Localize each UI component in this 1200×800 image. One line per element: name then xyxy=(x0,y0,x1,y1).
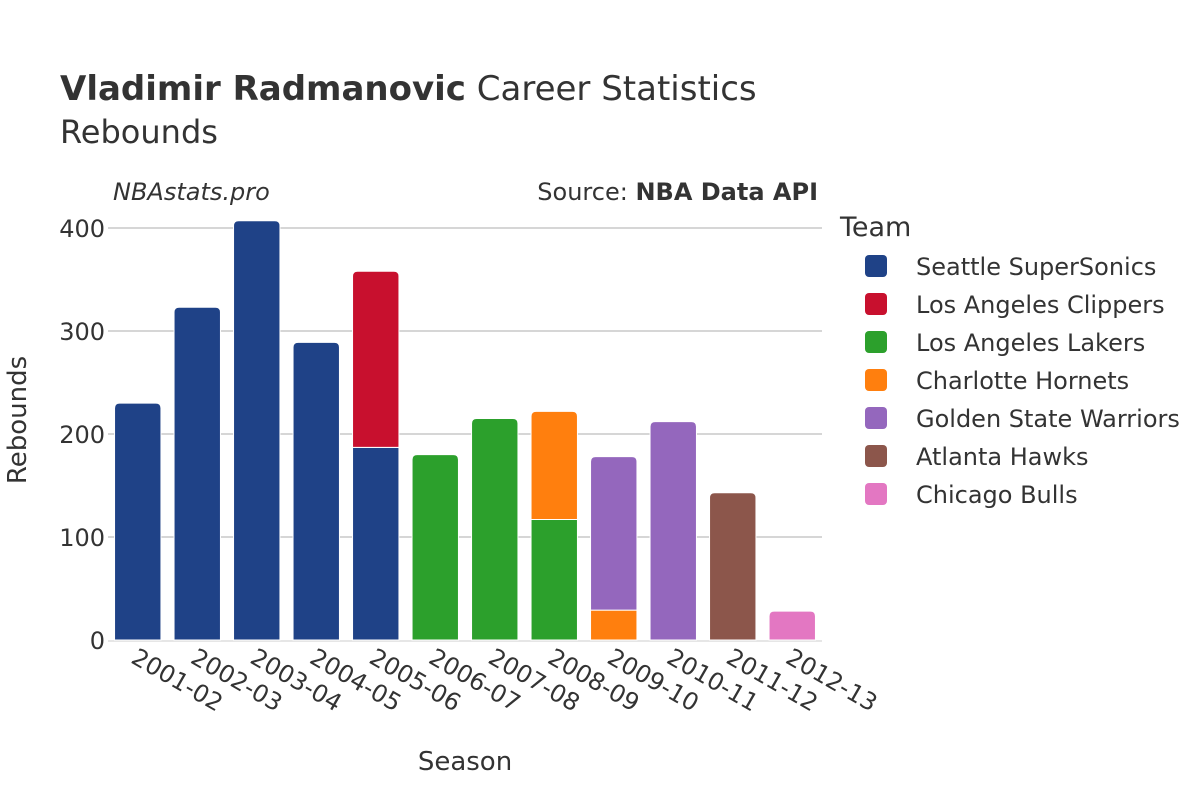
legend-swatch xyxy=(865,445,887,467)
legend-swatch xyxy=(865,369,887,391)
y-tick-label: 300 xyxy=(59,318,105,346)
bar-segment xyxy=(352,270,400,448)
y-tick-label: 100 xyxy=(59,524,105,552)
bar-segment xyxy=(590,456,638,611)
y-axis-ticks: 0 100 200 300 400 xyxy=(59,215,105,655)
bar-segment xyxy=(114,402,162,641)
source-prefix: Source: xyxy=(537,178,635,206)
bar-segment xyxy=(292,341,340,641)
bar-segment xyxy=(590,609,638,641)
legend-swatch xyxy=(865,407,887,429)
x-axis-title: Season xyxy=(418,747,512,777)
legend-entry: Charlotte Hornets xyxy=(916,367,1129,395)
bar-segment xyxy=(709,492,757,641)
legend-swatch xyxy=(865,483,887,505)
bar-segment xyxy=(768,610,816,641)
bar-segment xyxy=(352,446,400,641)
legend-entry: Atlanta Hawks xyxy=(916,443,1089,471)
bar-segment xyxy=(530,410,578,520)
bars xyxy=(114,220,816,641)
bar-segment xyxy=(649,421,697,641)
bar-segment xyxy=(530,518,578,641)
legend-swatch xyxy=(865,255,887,277)
legend-title: Team xyxy=(839,212,911,243)
source-name: NBA Data API xyxy=(635,178,818,206)
chart-title: Vladimir Radmanovic Career Statistics xyxy=(60,69,757,109)
bar-segment xyxy=(471,418,519,641)
y-tick-label: 400 xyxy=(59,215,105,243)
y-tick-label: 200 xyxy=(59,421,105,449)
x-axis-ticks: 2001-022002-032003-042004-052005-062006-… xyxy=(127,643,882,717)
chart-title-rest: Career Statistics xyxy=(466,69,757,109)
grid-lines xyxy=(108,227,822,642)
legend-entry: Golden State Warriors xyxy=(916,405,1180,433)
source-label: Source: NBA Data API xyxy=(537,178,818,206)
legend: Seattle SuperSonics Los Angeles Clippers L… xyxy=(865,253,1180,509)
legend-entry: Los Angeles Clippers xyxy=(916,291,1165,319)
bar-segment xyxy=(411,454,459,641)
legend-entry: Chicago Bulls xyxy=(916,481,1078,509)
chart-subtitle: Rebounds xyxy=(60,113,218,151)
chart-title-player: Vladimir Radmanovic xyxy=(60,69,466,109)
legend-entry: Seattle SuperSonics xyxy=(916,253,1156,281)
y-axis-title: Rebounds xyxy=(3,356,33,484)
bar-segment xyxy=(173,306,221,641)
y-tick-label: 0 xyxy=(90,627,105,655)
legend-entry: Los Angeles Lakers xyxy=(916,329,1145,357)
legend-swatch xyxy=(865,293,887,315)
watermark: NBAstats.pro xyxy=(113,178,270,206)
bar-segment xyxy=(233,220,281,641)
legend-swatch xyxy=(865,331,887,353)
